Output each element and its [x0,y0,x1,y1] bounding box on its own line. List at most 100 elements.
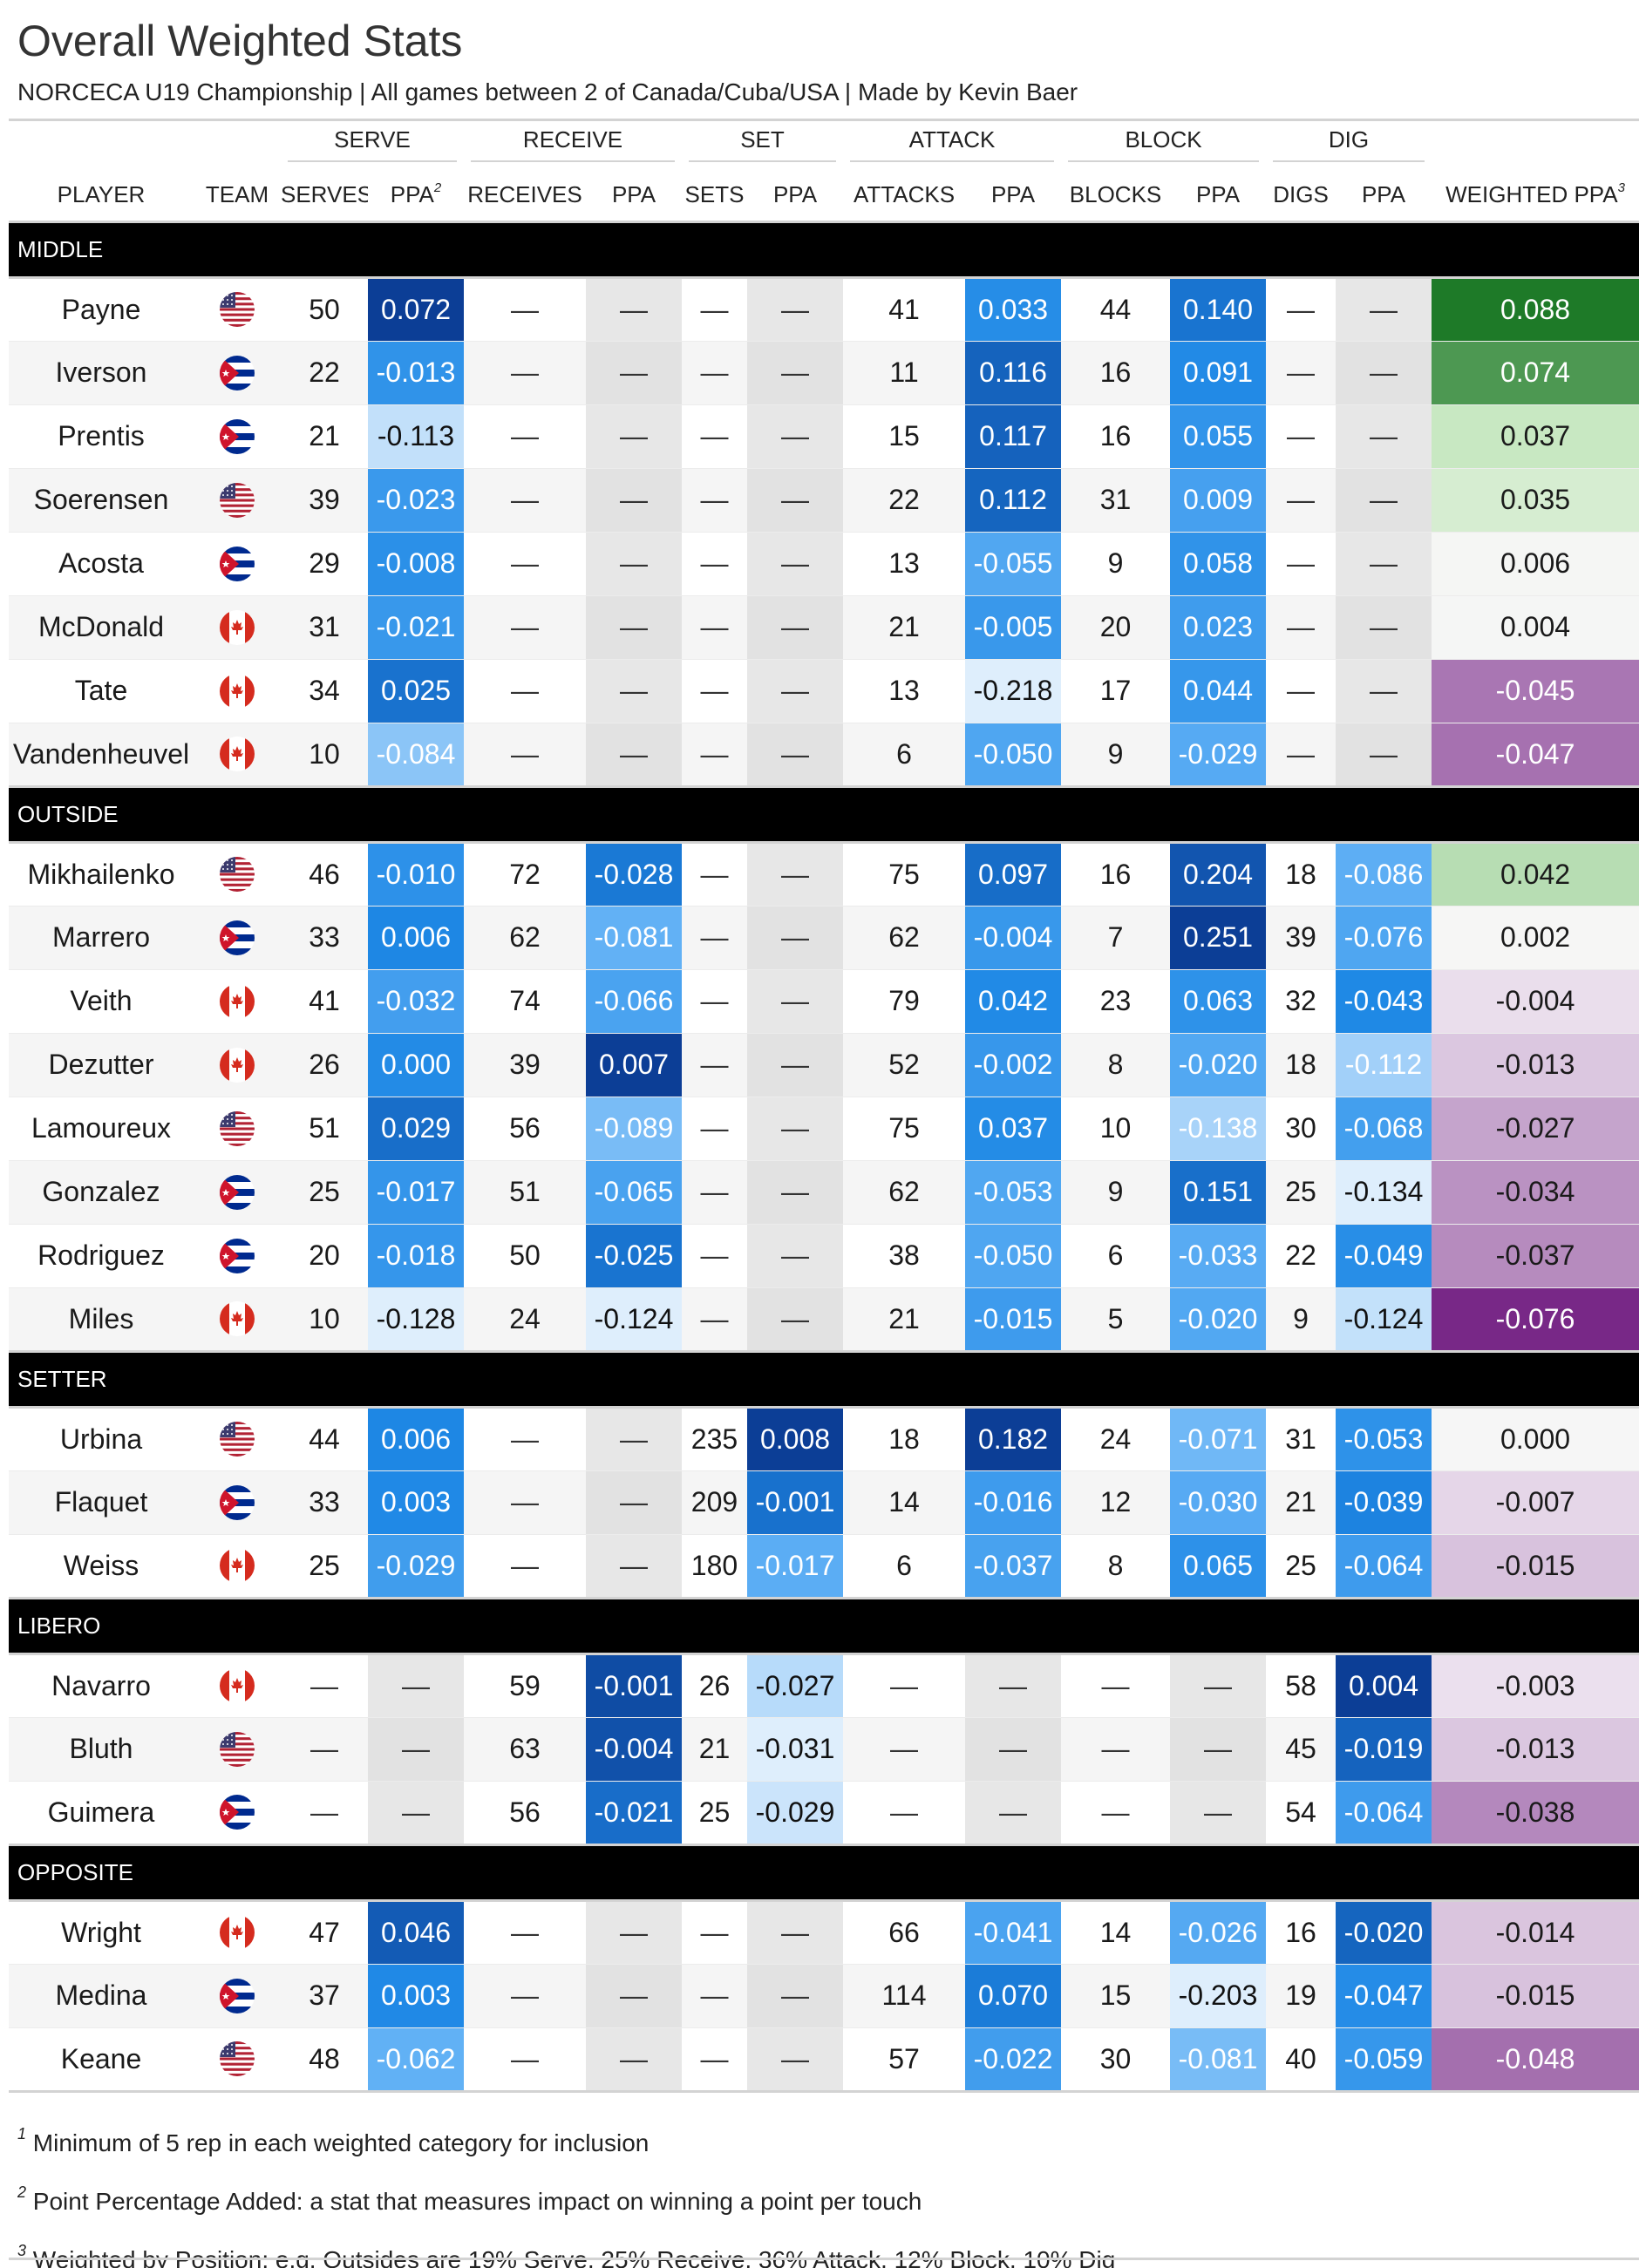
cell-attack-ppa: — [965,1653,1062,1717]
cuba-flag-icon [220,920,255,955]
table-row: Flaquet 33 0.003— —209 -0.001 14 -0.016 12 -0.03… [9,1470,1640,1534]
cell-receives: 74 [464,968,586,1033]
cell-weighted-ppa: 0.000 [1432,1406,1640,1470]
cell-dig-ppa: — [1336,594,1432,659]
cell-weighted-ppa: 0.002 [1432,905,1640,969]
cell-set-ppa: -0.017 [747,1533,844,1599]
player-name: Acosta [9,531,194,595]
cell-attacks: 13 [843,531,966,595]
cell-block-ppa: 0.091 [1170,340,1267,404]
cell-receives: 24 [464,1287,586,1353]
group-header-libero: LIBERO [9,1596,1640,1655]
cell-receives: 59 [464,1653,586,1717]
spanner-set: SET [689,126,837,162]
cell-serve-ppa: 0.072 [368,276,464,341]
cell-attack-ppa: 0.042 [965,968,1062,1033]
cuba-flag-icon [220,546,255,581]
spanner-serve: SERVE [288,126,457,162]
cell-block-ppa: 0.044 [1170,658,1267,723]
cell-sets: — [682,2027,747,2093]
cell-set-ppa: 0.008 [747,1406,844,1470]
cell-sets: — [682,1032,747,1097]
cell-weighted-ppa: -0.038 [1432,1780,1640,1846]
cell-digs: 18 [1266,841,1337,906]
cell-block-ppa: 0.009 [1170,467,1267,532]
cell-block-ppa: -0.020 [1170,1032,1267,1097]
group-label: OUTSIDE [9,784,1640,844]
group-header-opposite: OPPOSITE [9,1843,1640,1902]
cell-digs: 19 [1266,1963,1337,2027]
cell-serve-ppa: -0.023 [368,467,464,532]
player-name: Marrero [9,905,194,969]
cell-weighted-ppa: -0.015 [1432,1533,1640,1599]
cell-sets: 25 [682,1780,747,1846]
player-name: McDonald [9,594,194,659]
cell-serve-ppa: -0.013 [368,340,464,404]
cell-receives: 51 [464,1159,586,1224]
cell-attack-ppa: -0.050 [965,722,1062,788]
cell-weighted-ppa: -0.037 [1432,1223,1640,1287]
cell-receive-ppa: -0.021 [586,1780,682,1846]
cell-digs: 54 [1266,1780,1337,1846]
player-name: Veith [9,968,194,1033]
cell-attacks: — [843,1653,966,1717]
cell-block-ppa: -0.071 [1170,1406,1267,1470]
cell-serves: — [281,1653,368,1717]
cell-receive-ppa: — [586,404,682,468]
canada-flag-icon [220,1047,255,1083]
cell-sets: — [682,658,747,723]
player-name: Keane [9,2027,194,2093]
cell-set-ppa: — [747,841,844,906]
cell-dig-ppa: -0.064 [1336,1780,1432,1846]
cell-blocks: 30 [1061,2027,1171,2093]
cell-dig-ppa: -0.043 [1336,968,1432,1033]
cell-receive-ppa: — [586,594,682,659]
table-row: Tate 34 0.025— — — —13 -0.218 17 0.044— — -0.045 [9,658,1640,723]
cell-set-ppa: -0.029 [747,1780,844,1846]
cell-serves: 26 [281,1032,368,1097]
team-cell [194,1223,281,1287]
table-row: Dezutter 26 0.000 39 0.007— —52 -0.002 8 -0.020 1… [9,1032,1640,1097]
cell-blocks: 23 [1061,968,1171,1033]
footnote-3: 3 Weighted by Position: e.g. Outsides ar… [17,2242,1116,2268]
team-cell [194,841,281,906]
cell-serve-ppa: -0.128 [368,1287,464,1353]
cell-blocks: 12 [1061,1470,1171,1534]
cell-set-ppa: — [747,594,844,659]
cell-serve-ppa: 0.000 [368,1032,464,1097]
cell-block-ppa: 0.251 [1170,905,1267,969]
team-cell [194,276,281,341]
team-cell [194,1159,281,1224]
cell-digs: — [1266,340,1337,404]
team-cell [194,1096,281,1160]
cell-block-ppa: -0.020 [1170,1287,1267,1353]
cell-digs: 22 [1266,1223,1337,1287]
cell-dig-ppa: — [1336,531,1432,595]
cell-serves: 48 [281,2027,368,2093]
cell-serve-ppa: -0.017 [368,1159,464,1224]
cell-set-ppa: — [747,722,844,788]
cell-attacks: 21 [843,594,966,659]
cell-block-ppa: 0.023 [1170,594,1267,659]
cell-attacks: — [843,1780,966,1846]
player-name: Mikhailenko [9,841,194,906]
cell-sets: — [682,905,747,969]
spanner-attack: ATTACK [850,126,1055,162]
cell-blocks: — [1061,1716,1171,1781]
cell-receive-ppa: -0.065 [586,1159,682,1224]
cell-dig-ppa: — [1336,722,1432,788]
player-name: Dezutter [9,1032,194,1097]
canada-flag-icon [220,737,255,772]
cell-sets: — [682,340,747,404]
cell-receives: — [464,276,586,341]
team-cell [194,2027,281,2093]
cell-serves: 46 [281,841,368,906]
cell-receive-ppa: -0.028 [586,841,682,906]
cell-receive-ppa: -0.081 [586,905,682,969]
cell-set-ppa: — [747,1899,844,1964]
team-cell [194,1780,281,1846]
cell-receive-ppa: — [586,658,682,723]
table-row: Rodriguez 20 -0.018 50 -0.025— —38 -0.050 6 -0.0… [9,1223,1640,1287]
cell-serve-ppa: -0.029 [368,1533,464,1599]
cell-receive-ppa: — [586,1899,682,1964]
